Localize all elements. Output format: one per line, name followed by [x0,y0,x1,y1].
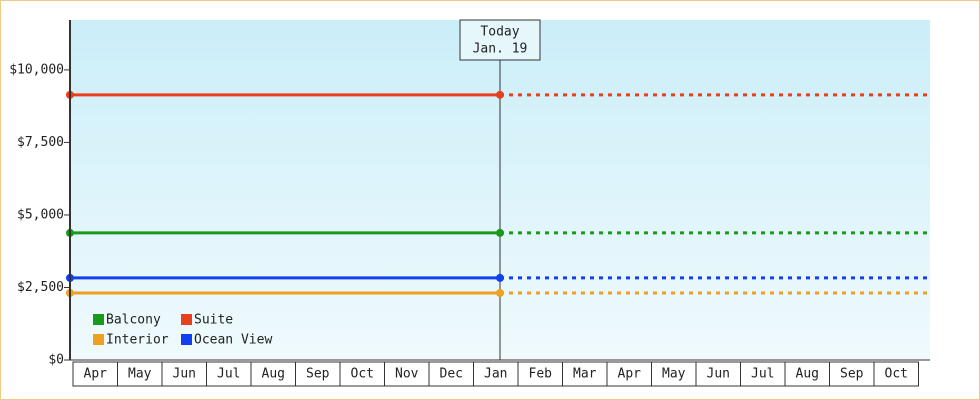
series-point [496,90,504,99]
x-tick-label: Jan [484,367,507,382]
y-tick-label: $0 [48,353,64,368]
x-tick-label: Nov [395,367,419,382]
x-tick-label: Sep [840,367,864,382]
x-tick-label: Oct [885,367,908,382]
x-tick-label: Mar [573,367,597,382]
x-tick-label: Jul [751,367,774,382]
x-tick-label: Aug [262,367,285,382]
legend-swatch [93,334,104,345]
legend-swatch [181,334,192,345]
y-tick-label: $10,000 [9,62,64,77]
legend-swatch [181,314,192,325]
y-tick-label: $7,500 [17,135,64,150]
x-tick-label: Dec [440,367,463,382]
x-tick-label: Jun [173,367,196,382]
x-tick-label: Jul [217,367,240,382]
x-tick-label: Apr [84,367,108,382]
y-tick-label: $2,500 [17,280,64,295]
legend-label: Suite [194,313,233,328]
x-tick-label: Feb [529,367,553,382]
today-date: Jan. 19 [473,42,528,57]
today-title: Today [480,25,519,40]
x-tick-label: May [128,367,152,382]
x-tick-label: May [662,367,686,382]
legend-label: Balcony [106,313,161,328]
x-tick-label: Apr [618,367,642,382]
x-tick-label: Oct [351,367,374,382]
series-point [496,228,504,237]
x-tick-label: Aug [796,367,819,382]
series-point [496,273,504,282]
legend-label: Ocean View [194,333,272,348]
legend-swatch [93,314,104,325]
today-box [459,19,541,61]
x-axis-strip [72,361,919,387]
y-tick-label: $5,000 [17,207,64,222]
x-tick-label: Sep [306,367,330,382]
series-point [496,288,504,297]
x-tick-label: Jun [707,367,730,382]
legend-label: Interior [106,333,169,348]
